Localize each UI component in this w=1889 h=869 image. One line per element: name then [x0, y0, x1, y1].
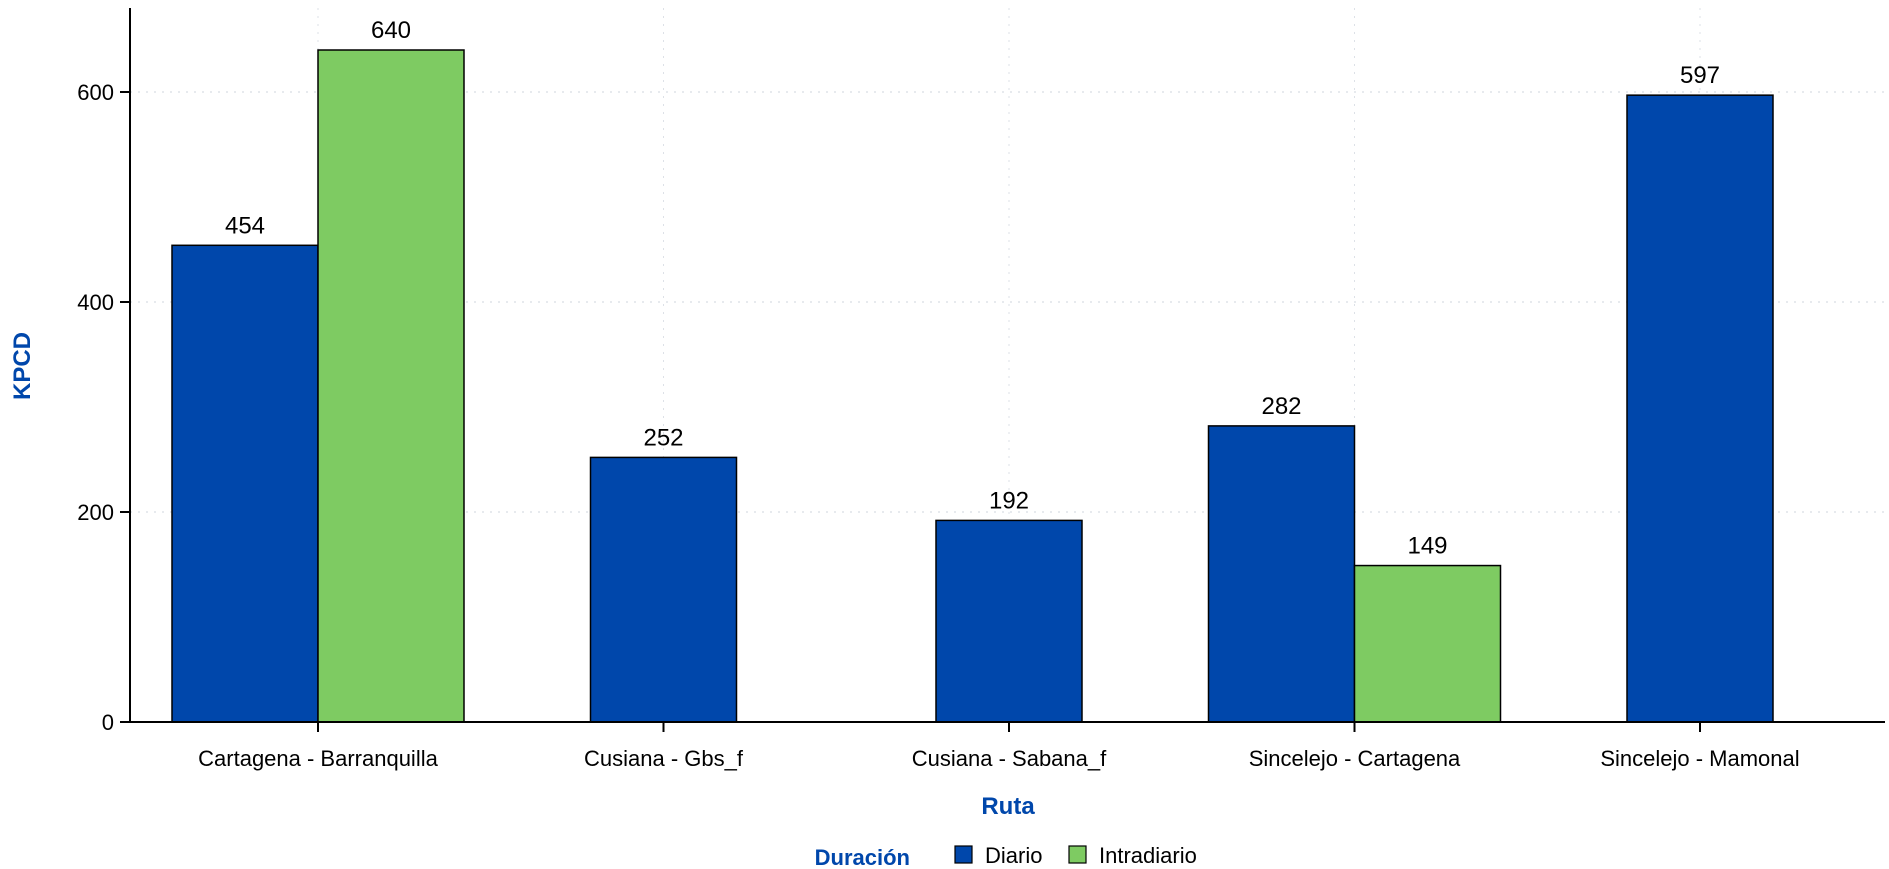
data-label: 640 — [371, 17, 411, 44]
x-tick-label: Sincelejo - Cartagena — [1249, 746, 1461, 771]
legend-label-diario: Diario — [985, 843, 1042, 868]
y-tick-label: 200 — [77, 500, 114, 525]
data-label: 149 — [1407, 533, 1447, 560]
legend-swatch-intradiario — [1068, 845, 1087, 864]
data-label: 454 — [225, 212, 265, 239]
legend-title: Duración — [815, 845, 910, 869]
y-axis-title: KPCD — [9, 332, 36, 400]
bar-diario-2 — [589, 456, 738, 723]
y-tick-label: 600 — [77, 80, 114, 105]
x-ticks: Cartagena - Barranquilla Cusiana - Gbs_f C… — [198, 722, 1800, 771]
legend-items: Diario Intradiario — [954, 843, 1197, 868]
x-tick-label: Cusiana - Gbs_f — [584, 746, 744, 771]
axes — [129, 8, 1885, 723]
data-label: 192 — [989, 487, 1029, 514]
bar-diario-5 — [1626, 94, 1774, 723]
x-tick-label: Cusiana - Sabana_f — [912, 746, 1107, 771]
y-tick-label: 0 — [102, 710, 114, 735]
data-labels: 454 640 252 192 282 149 597 — [225, 17, 1720, 560]
y-tick-label: 400 — [77, 290, 114, 315]
bar-intradiario-4 — [1353, 564, 1502, 723]
x-axis-title: Ruta — [981, 793, 1035, 820]
x-tick-label: Sincelejo - Mamonal — [1600, 746, 1799, 771]
bar-diario-4 — [1207, 425, 1356, 723]
x-tick-label: Cartagena - Barranquilla — [198, 746, 438, 771]
legend: Duración Diario Intradiario — [815, 843, 1197, 869]
data-label: 282 — [1261, 393, 1301, 420]
legend-swatch-diario — [954, 845, 973, 864]
legend-label-intradiario: Intradiario — [1099, 843, 1197, 868]
data-label: 597 — [1680, 62, 1720, 89]
bar-intradiario-1 — [317, 49, 465, 723]
y-ticks: 0 200 400 600 — [77, 80, 130, 735]
bar-diario-1 — [171, 244, 319, 723]
bars — [171, 49, 1774, 723]
data-label: 252 — [643, 424, 683, 451]
bar-diario-3 — [935, 519, 1083, 723]
